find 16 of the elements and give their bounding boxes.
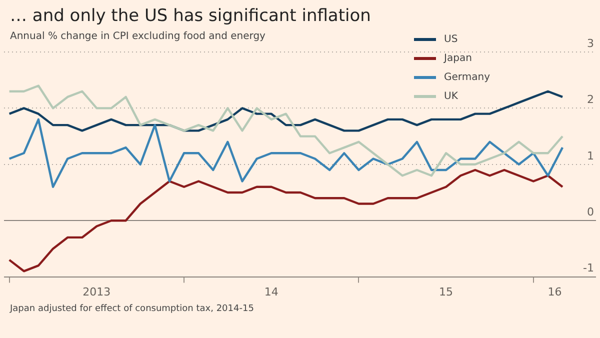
x-tick-label: 14 xyxy=(264,285,278,298)
legend-label: Germany xyxy=(444,72,490,83)
legend-label: UK xyxy=(444,91,458,102)
y-tick-label: 0 xyxy=(587,205,594,218)
y-tick-label: 2 xyxy=(587,93,594,106)
x-tick-label: 16 xyxy=(548,285,562,298)
legend-label: US xyxy=(444,34,458,45)
chart-subtitle: Annual % change in CPI excluding food and energy xyxy=(10,31,266,42)
y-tick-label: 1 xyxy=(587,149,594,162)
chart-title: … and only the US has significant inflation xyxy=(10,6,371,26)
legend-label: Japan xyxy=(444,53,472,64)
y-tick-label: -1 xyxy=(583,262,594,275)
text: Japan adjusted for effect of consumption tax, 2014-15 xyxy=(10,304,254,314)
x-tick-label: 2013 xyxy=(82,285,111,298)
y-tick-label: 3 xyxy=(587,36,594,50)
x-tick-label: 15 xyxy=(439,285,454,298)
